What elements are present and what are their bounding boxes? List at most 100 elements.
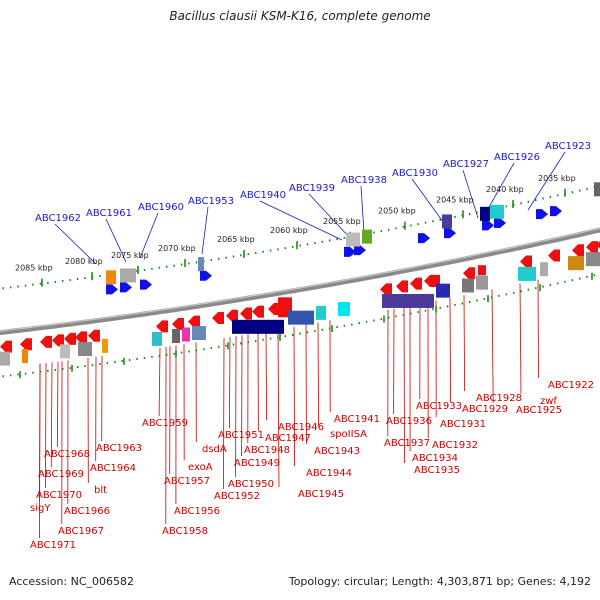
scale-label: 2060 kbp xyxy=(270,226,308,235)
gene-block xyxy=(436,283,450,298)
gene-label-bottom: ABC1937 xyxy=(384,438,430,449)
gene-label-top: ABC1940 xyxy=(240,190,286,201)
gene-label-top: ABC1938 xyxy=(341,175,387,186)
gene-label-bottom: ABC1956 xyxy=(174,506,220,517)
scale-label: 2075 kbp xyxy=(111,251,149,260)
leader-line xyxy=(265,331,267,421)
gene-block xyxy=(382,293,434,308)
scale-label: 2045 kbp xyxy=(436,195,474,204)
gene-block xyxy=(518,266,536,281)
reverse-gene-arrow xyxy=(596,240,600,249)
leader-line xyxy=(360,185,365,234)
leader-line xyxy=(411,178,447,227)
genome-title: Bacillus clausii KSM-K16, complete genom… xyxy=(169,9,431,23)
leader-line xyxy=(317,322,319,428)
genome-backbone-highlight xyxy=(0,227,600,332)
gene-label-top: ABC1960 xyxy=(138,202,184,213)
gene-label-top: ABC1926 xyxy=(494,152,540,163)
reverse-gene-block xyxy=(478,265,486,276)
leader-line xyxy=(259,200,343,241)
gene-label-top: ABC1953 xyxy=(188,196,234,207)
reverse-gene-arrow xyxy=(0,340,12,353)
leader-line xyxy=(403,306,405,464)
leader-line xyxy=(50,362,53,468)
reverse-gene-arrow xyxy=(75,331,87,344)
gene-block xyxy=(316,305,326,320)
leader-line xyxy=(56,361,59,448)
reverse-gene-arrow xyxy=(396,280,408,293)
gene-label-bottom: ABC1936 xyxy=(386,416,432,427)
gene-label-bottom: ABC1947 xyxy=(265,433,311,444)
gene-label-bottom: ABC1949 xyxy=(234,458,280,469)
reverse-gene-arrow xyxy=(410,277,422,290)
forward-gene-arrow xyxy=(536,209,548,220)
reverse-gene-arrow xyxy=(520,255,532,268)
forward-gene-arrow xyxy=(200,270,212,281)
gene-block xyxy=(102,338,108,353)
gene-block xyxy=(362,229,372,244)
gene-label-bottom: ABC1925 xyxy=(516,405,562,416)
gene-block xyxy=(106,270,116,285)
scale-label: 2065 kbp xyxy=(217,235,255,244)
gene-label-bottom: ABC1964 xyxy=(90,463,136,474)
gene-block xyxy=(462,278,474,293)
leader-line xyxy=(463,295,465,392)
forward-gene-arrow xyxy=(140,279,152,290)
gene-block xyxy=(60,344,70,359)
gene-label-bottom: ABC1952 xyxy=(214,491,260,502)
leader-line xyxy=(293,326,296,467)
reverse-gene-arrow xyxy=(172,317,184,330)
gene-label-bottom: ABC1932 xyxy=(432,440,478,451)
gene-block xyxy=(78,342,92,357)
reverse-gene-arrow xyxy=(88,329,100,342)
leader-line xyxy=(491,289,494,404)
gene-label-bottom: ABC1970 xyxy=(36,490,82,501)
outer-track-line xyxy=(0,184,600,290)
gene-label-bottom: ABC1933 xyxy=(416,401,462,412)
forward-gene-arrow xyxy=(354,245,366,256)
gene-label-bottom: ABC1928 xyxy=(476,393,522,404)
gene-label-top: ABC1961 xyxy=(86,208,132,219)
forward-gene-arrow xyxy=(120,282,132,293)
gene-block xyxy=(442,214,452,229)
gene-label-bottom: ABC1934 xyxy=(412,453,458,464)
gene-label-bottom: ABC1966 xyxy=(64,506,110,517)
gene-label-bottom: ABC1963 xyxy=(96,443,142,454)
gene-label-bottom: ABC1969 xyxy=(38,469,84,480)
scale-label: 2035 kbp xyxy=(538,174,576,183)
gene-label-bottom: ABC1922 xyxy=(548,380,594,391)
reverse-gene-block xyxy=(430,274,440,285)
gene-label-top: ABC1962 xyxy=(35,213,81,224)
reverse-gene-arrow xyxy=(52,334,64,347)
topology-text: Topology: circular; Length: 4,303,871 bp… xyxy=(288,575,591,588)
leader-line xyxy=(462,169,479,219)
gene-label-bottom: ABC1929 xyxy=(462,404,508,415)
gene-block xyxy=(182,327,190,342)
gene-label-bottom: ABC1951 xyxy=(218,430,264,441)
gene-block xyxy=(0,351,10,366)
forward-gene-arrow xyxy=(344,246,356,257)
scale-label: 2085 kbp xyxy=(15,264,53,273)
reverse-gene-arrow xyxy=(463,267,475,280)
gene-block xyxy=(568,256,584,271)
leader-line xyxy=(229,337,231,429)
gene-label-top: ABC1927 xyxy=(443,159,489,170)
scale-label: 2080 kbp xyxy=(65,257,103,266)
gene-label-bottom: ABC1971 xyxy=(30,540,76,551)
gene-block xyxy=(152,331,162,346)
scale-label: 2050 kbp xyxy=(378,207,416,216)
reverse-gene-arrow xyxy=(64,332,76,345)
gene-label-top: ABC1923 xyxy=(545,141,591,152)
inner-track-line xyxy=(0,272,600,378)
reverse-gene-arrow xyxy=(252,305,264,318)
leader-line xyxy=(105,218,127,263)
gene-label-bottom: zwf xyxy=(540,396,557,407)
forward-gene-arrow xyxy=(550,206,562,217)
scale-label: 2055 kbp xyxy=(323,217,361,226)
genome-backbone xyxy=(0,227,600,336)
reverse-gene-arrow xyxy=(226,309,238,322)
reverse-gene-arrow xyxy=(188,315,200,328)
reverse-gene-arrow xyxy=(548,249,560,262)
gene-label-bottom: ABC1959 xyxy=(142,418,188,429)
